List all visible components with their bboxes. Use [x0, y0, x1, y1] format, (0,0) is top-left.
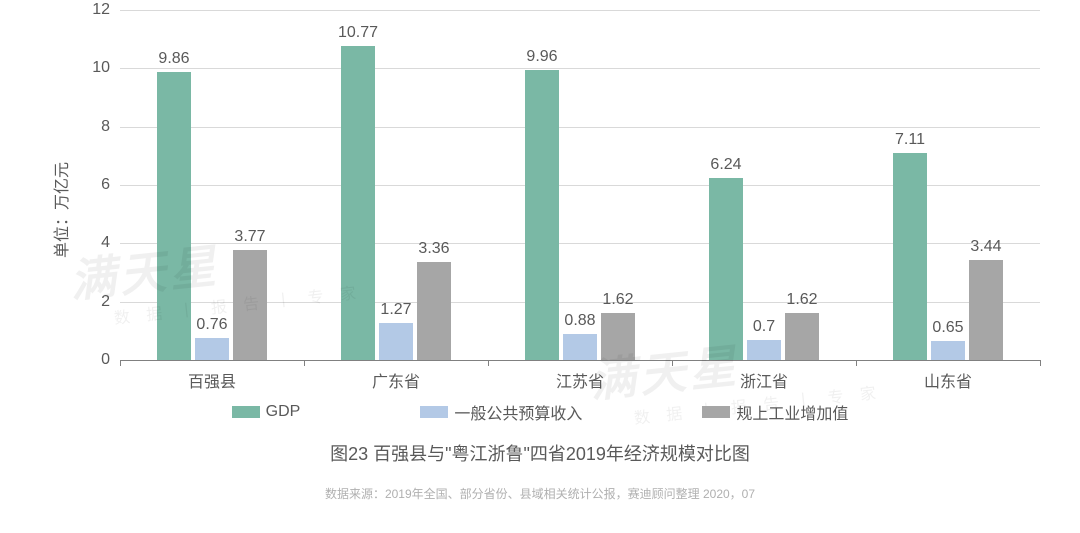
category-label: 山东省	[924, 360, 972, 392]
bar: 0.65	[931, 341, 965, 360]
legend-swatch	[232, 406, 260, 418]
bar-value-label: 9.96	[526, 48, 557, 70]
bar: 3.36	[417, 262, 451, 360]
legend-label: 一般公共预算收入	[454, 400, 582, 424]
y-tick-label: 6	[101, 176, 120, 194]
x-tick	[120, 360, 121, 366]
bar: 3.44	[969, 260, 1003, 360]
chart-container: 单位：万亿元 0246810129.860.763.77百强县10.771.27…	[50, 10, 1050, 390]
bar-value-label: 1.62	[602, 291, 633, 313]
x-tick	[304, 360, 305, 366]
category-label: 广东省	[372, 360, 420, 392]
category-group: 7.110.653.44山东省	[856, 10, 1040, 360]
bar-value-label: 1.62	[786, 291, 817, 313]
category-group: 9.960.881.62江苏省	[488, 10, 672, 360]
bar-value-label: 9.86	[158, 50, 189, 72]
bar-value-label: 6.24	[710, 156, 741, 178]
bar-value-label: 3.36	[418, 240, 449, 262]
x-tick	[1040, 360, 1041, 366]
data-source: 数据来源：2019年全国、部分省份、县域相关统计公报，赛迪顾问整理 2020，0…	[0, 485, 1080, 502]
bar: 1.27	[379, 323, 413, 360]
legend-item: 一般公共预算收入	[420, 400, 582, 424]
category-label: 百强县	[188, 360, 236, 392]
y-tick-label: 8	[101, 118, 120, 136]
bar: 7.11	[893, 153, 927, 360]
bar-value-label: 10.77	[338, 24, 378, 46]
legend-label: 规上工业增加值	[736, 400, 848, 424]
legend-item: GDP	[232, 400, 301, 424]
category-group: 6.240.71.62浙江省	[672, 10, 856, 360]
legend: GDP 一般公共预算收入 规上工业增加值	[0, 400, 1080, 424]
bar: 10.77	[341, 46, 375, 360]
bar: 9.96	[525, 70, 559, 361]
bar: 0.76	[195, 338, 229, 360]
y-tick-label: 0	[101, 351, 120, 369]
chart-caption: 图23 百强县与"粤江浙鲁"四省2019年经济规模对比图	[0, 440, 1080, 466]
bar-value-label: 3.44	[970, 238, 1001, 260]
legend-swatch	[420, 406, 448, 418]
category-group: 10.771.273.36广东省	[304, 10, 488, 360]
y-tick-label: 12	[92, 1, 120, 19]
bar-value-label: 1.27	[380, 301, 411, 323]
x-tick	[488, 360, 489, 366]
bar-value-label: 0.65	[932, 319, 963, 341]
y-axis-title: 单位：万亿元	[48, 162, 72, 258]
legend-swatch	[702, 406, 730, 418]
bar-value-label: 7.11	[895, 131, 925, 153]
legend-item: 规上工业增加值	[702, 400, 848, 424]
bar-value-label: 0.88	[564, 312, 595, 334]
y-tick-label: 10	[92, 59, 120, 77]
legend-label: GDP	[266, 403, 301, 421]
